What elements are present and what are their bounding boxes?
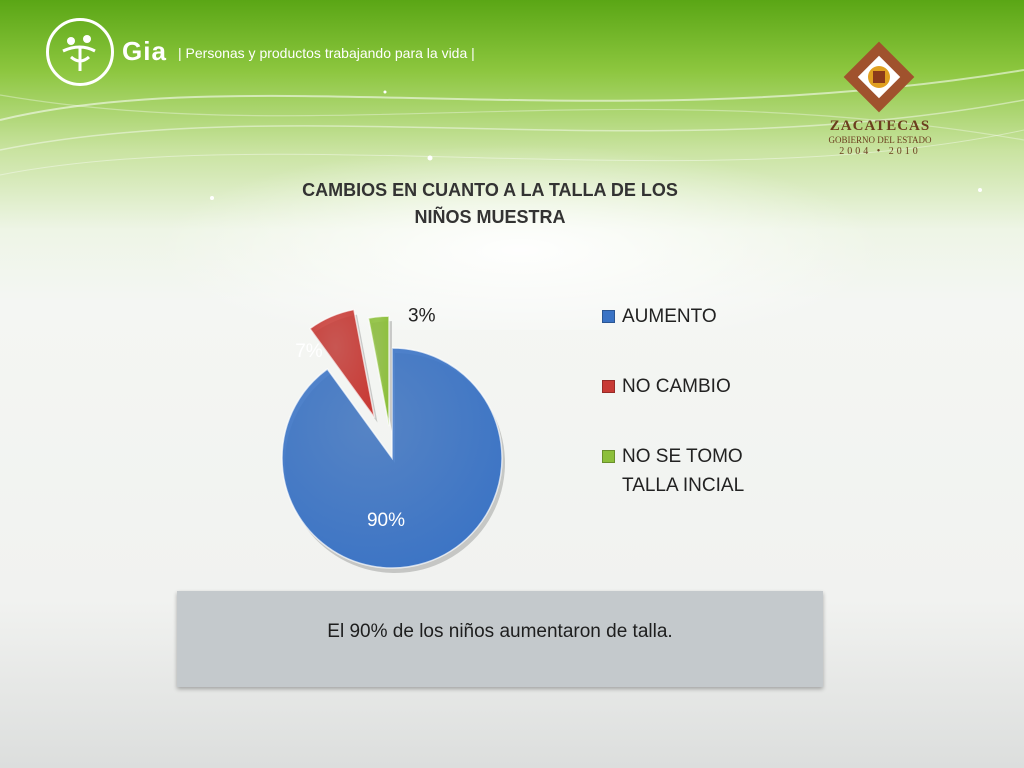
legend-swatch bbox=[602, 310, 615, 323]
conclusion-text: El 90% de los niños aumentaron de talla. bbox=[327, 621, 673, 642]
government-name: ZACATECAS bbox=[829, 118, 931, 134]
pie-slice-no-cambio bbox=[308, 308, 376, 419]
legend-label: NO SE TOMO TALLA INCIAL bbox=[622, 446, 745, 496]
legend-item-aumento: AUMENTO bbox=[600, 300, 800, 370]
chart-title-line-2: NIÑOS MUESTRA bbox=[414, 207, 566, 227]
zacatecas-seal-icon bbox=[843, 41, 915, 113]
legend-label: NO CAMBIO bbox=[622, 376, 731, 397]
pie-data-label: 7% bbox=[295, 341, 323, 362]
chart-title-line-1: CAMBIOS EN CUANTO A LA TALLA DE LOS bbox=[302, 180, 678, 200]
government-years: 2004 • 2010 bbox=[839, 146, 921, 157]
pie-slice-no-se-tomo-talla-incial bbox=[367, 315, 390, 427]
gia-logo-icon bbox=[46, 18, 114, 86]
legend-swatch bbox=[602, 450, 615, 463]
legend-label: AUMENTO bbox=[622, 306, 717, 327]
pie-chart: 90% 7% 3% bbox=[281, 305, 506, 573]
legend-item-no-se-tomo: NO SE TOMO TALLA INCIAL bbox=[600, 440, 800, 510]
gia-logo-word: Gia bbox=[122, 36, 167, 66]
legend-swatch bbox=[602, 380, 615, 393]
pie-slice-aumento bbox=[281, 347, 503, 569]
government-subtitle: GOBIERNO DEL ESTADO bbox=[828, 135, 932, 145]
pie-data-label: 90% bbox=[367, 510, 405, 531]
chart-title: CAMBIOS EN CUANTO A LA TALLA DE LOS NIÑO… bbox=[250, 177, 730, 231]
chart-legend: AUMENTO NO CAMBIO NO SE TOMO TALLA INCIA… bbox=[600, 300, 800, 510]
pie-data-label: 3% bbox=[408, 305, 436, 326]
legend-item-no-cambio: NO CAMBIO bbox=[600, 370, 800, 440]
conclusion-box: El 90% de los niños aumentaron de talla. bbox=[177, 591, 823, 687]
header-tagline: | Personas y productos trabajando para l… bbox=[178, 45, 475, 61]
